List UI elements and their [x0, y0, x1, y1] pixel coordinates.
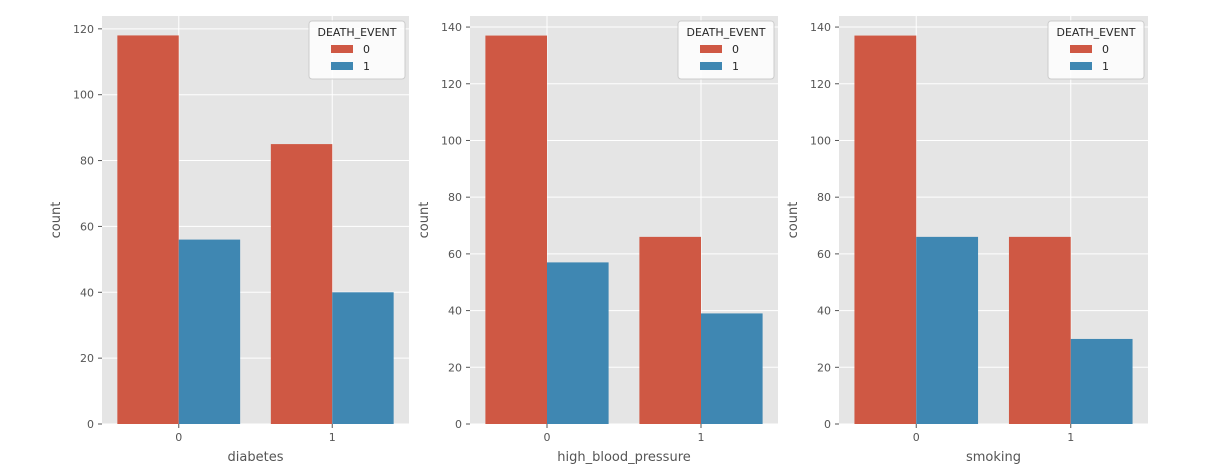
legend-title: DEATH_EVENT [687, 26, 766, 39]
legend-entry-label: 1 [363, 60, 370, 73]
y-tick-label: 100 [441, 134, 462, 147]
y-tick-label: 120 [441, 78, 462, 91]
bar-series-0-cat-0 [854, 35, 917, 424]
x-axis-label: high_blood_pressure [557, 450, 691, 465]
bar-series-1-cat-0 [916, 236, 979, 424]
x-tick-label: 0 [913, 431, 920, 444]
bar-series-1-cat-0 [178, 239, 241, 424]
y-tick-label: 60 [80, 220, 94, 233]
chart-panel-0: 0 20 40 60 80 100 120 0 1 diabetes count DEATH_EVEN… [49, 16, 409, 465]
legend-entry-label: 1 [732, 60, 739, 73]
bar-series-0-cat-0 [485, 35, 547, 424]
legend-swatch-1 [700, 62, 722, 70]
legend-swatch-0 [1070, 45, 1092, 53]
y-tick-label: 40 [448, 305, 462, 318]
x-axis-label: smoking [966, 450, 1021, 465]
legend-entry-label: 0 [363, 43, 370, 56]
bar-series-0-cat-1 [639, 236, 701, 424]
y-axis-label: count [49, 202, 64, 239]
chart-panel-2: 0 20 40 60 80 100 120 140 0 1 smoking count DEATH_EV… [786, 16, 1148, 465]
bar-series-1-cat-1 [701, 313, 763, 424]
y-tick-label: 20 [80, 352, 94, 365]
y-axis-label: count [417, 202, 432, 239]
legend-entry-label: 1 [1102, 60, 1109, 73]
y-tick-label: 0 [824, 418, 831, 431]
y-tick-label: 40 [80, 286, 94, 299]
y-tick-label: 140 [441, 21, 462, 34]
bar-series-1-cat-1 [332, 292, 394, 424]
y-tick-label: 120 [810, 78, 831, 91]
y-tick-label: 80 [448, 191, 462, 204]
y-tick-label: 20 [817, 361, 831, 374]
bar-series-0-cat-0 [117, 35, 179, 425]
legend: DEATH_EVENT 0 1 [308, 20, 406, 80]
x-tick-label: 0 [175, 431, 182, 444]
y-tick-label: 120 [73, 23, 94, 36]
y-tick-label: 100 [73, 89, 94, 102]
y-tick-label: 100 [810, 134, 831, 147]
x-tick-label: 0 [544, 431, 551, 444]
y-tick-label: 60 [817, 248, 831, 261]
legend: DEATH_EVENT 0 1 [1047, 20, 1145, 80]
bar-series-1-cat-1 [1070, 338, 1133, 424]
y-tick-label: 40 [817, 305, 831, 318]
y-tick-label: 0 [87, 418, 94, 431]
x-tick-label: 1 [698, 431, 705, 444]
y-tick-label: 60 [448, 248, 462, 261]
y-tick-label: 0 [455, 418, 462, 431]
bar-series-0-cat-1 [270, 144, 333, 424]
x-axis-label: diabetes [228, 450, 284, 465]
x-tick-label: 1 [329, 431, 336, 444]
y-tick-label: 80 [80, 155, 94, 168]
y-tick-label: 20 [448, 361, 462, 374]
legend-title: DEATH_EVENT [318, 26, 397, 39]
legend-swatch-0 [700, 45, 722, 53]
y-axis-label: count [786, 202, 801, 239]
legend-swatch-1 [1070, 62, 1092, 70]
bar-series-0-cat-1 [1008, 236, 1071, 424]
chart-panel-1: 0 20 40 60 80 100 120 140 0 1 high_blood_pressure c… [417, 16, 778, 465]
y-tick-label: 140 [810, 21, 831, 34]
legend-entry-label: 0 [732, 43, 739, 56]
legend: DEATH_EVENT 0 1 [677, 20, 775, 80]
bar-series-1-cat-0 [547, 262, 609, 424]
y-tick-label: 80 [817, 191, 831, 204]
legend-entry-label: 0 [1102, 43, 1109, 56]
legend-swatch-1 [331, 62, 353, 70]
x-tick-label: 1 [1067, 431, 1074, 444]
legend-swatch-0 [331, 45, 353, 53]
legend-title: DEATH_EVENT [1057, 26, 1136, 39]
